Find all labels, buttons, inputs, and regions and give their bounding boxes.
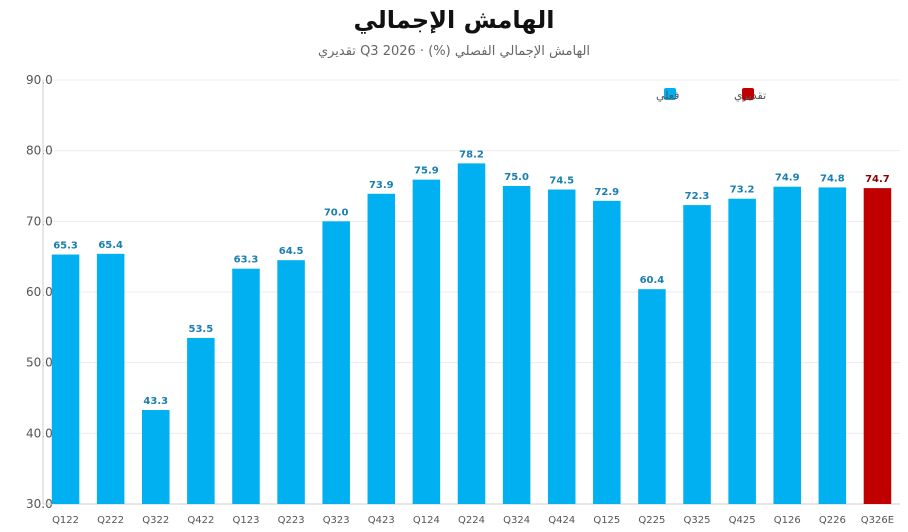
- x-tick-label: Q425: [729, 515, 756, 526]
- bar: [412, 179, 441, 504]
- data-label: 53.5: [189, 324, 214, 335]
- data-label: 60.4: [640, 275, 665, 286]
- data-label: 70.0: [324, 207, 349, 218]
- data-label: 75.9: [414, 166, 439, 177]
- bar: [367, 193, 396, 505]
- x-tick-label: Q326E: [861, 515, 894, 526]
- bar: [187, 337, 215, 504]
- x-tick-label: Q223: [278, 515, 305, 526]
- legend-label: تقديري: [734, 89, 766, 102]
- data-label: 65.4: [98, 240, 123, 251]
- data-label: 63.3: [234, 255, 259, 266]
- x-tick-label: Q324: [503, 515, 530, 526]
- bar: [322, 221, 350, 505]
- x-tick-label: Q322: [142, 515, 169, 526]
- y-tick-label: 50.0: [26, 356, 53, 370]
- chart-subtitle: الهامش الإجمالي الفصلي (%) · Q3 2026 تقد…: [317, 44, 591, 59]
- legend-label: فعلي: [656, 89, 679, 102]
- chart-title: الهامش الإجمالي: [353, 6, 555, 34]
- data-label: 64.5: [279, 246, 304, 257]
- legend-swatch: [742, 88, 754, 100]
- x-tick-label: Q122: [52, 515, 79, 526]
- y-tick-label: 60.0: [26, 285, 53, 299]
- y-tick-label: 30.0: [26, 497, 53, 511]
- data-label: 72.3: [685, 191, 710, 202]
- x-tick-label: Q226: [819, 515, 846, 526]
- data-label: 74.8: [820, 173, 845, 184]
- bar: [547, 189, 576, 505]
- bar: [457, 163, 486, 505]
- data-label: 73.2: [730, 185, 755, 196]
- bar: [863, 188, 892, 504]
- x-tick-label: Q323: [323, 515, 350, 526]
- legend-swatch: [664, 88, 676, 100]
- bar: [51, 254, 80, 504]
- y-tick-label: 80.0: [26, 144, 53, 158]
- y-tick-label: 40.0: [26, 426, 53, 440]
- data-label: 78.2: [459, 149, 484, 160]
- bar: [818, 187, 847, 504]
- bar: [502, 186, 531, 504]
- x-tick-label: Q222: [97, 515, 124, 526]
- y-tick-label: 90.0: [26, 73, 53, 87]
- data-label: 74.5: [549, 176, 574, 187]
- data-label: 75.0: [504, 172, 529, 183]
- bar: [683, 205, 711, 504]
- bar: [773, 186, 801, 504]
- bar: [638, 289, 666, 504]
- bar: [96, 253, 125, 504]
- x-tick-label: Q225: [638, 515, 665, 526]
- bar: [277, 260, 305, 504]
- x-tick-label: Q424: [548, 515, 575, 526]
- data-label: 72.9: [594, 187, 619, 198]
- data-label: 73.9: [369, 180, 394, 191]
- data-label: 65.3: [53, 241, 78, 252]
- bar: [142, 410, 170, 504]
- data-label: 74.7: [865, 174, 890, 185]
- x-tick-label: Q325: [684, 515, 711, 526]
- bar: [728, 198, 756, 504]
- data-label: 43.3: [143, 396, 168, 407]
- x-tick-label: Q123: [232, 515, 259, 526]
- x-tick-label: Q126: [774, 515, 801, 526]
- x-tick-label: Q423: [368, 515, 395, 526]
- x-tick-label: Q422: [187, 515, 214, 526]
- x-tick-label: Q224: [458, 515, 485, 526]
- bar: [232, 268, 260, 504]
- bar: [593, 200, 621, 504]
- y-tick-label: 70.0: [26, 214, 53, 228]
- x-tick-label: Q125: [593, 515, 620, 526]
- data-label: 74.9: [775, 173, 800, 184]
- x-tick-label: Q124: [413, 515, 440, 526]
